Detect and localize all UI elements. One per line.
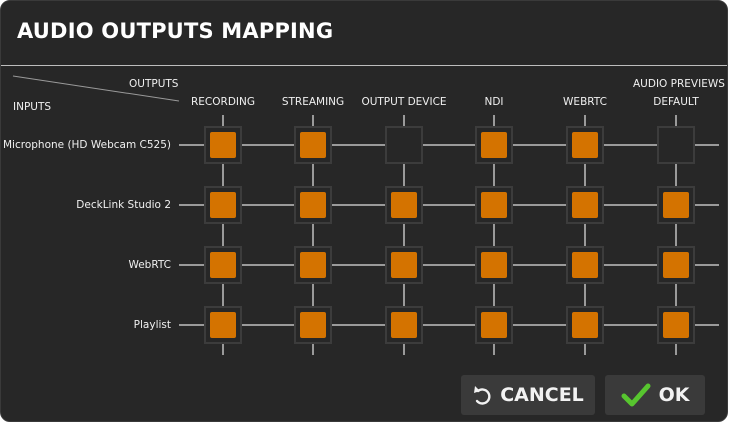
column-connector-line: [222, 115, 224, 355]
mapping-toggle-off[interactable]: [385, 126, 423, 164]
row-connector-line: [179, 324, 719, 326]
undo-arrow-icon: [472, 384, 492, 406]
column-connector-line: [403, 115, 405, 355]
mapping-toggle-on[interactable]: [204, 246, 242, 284]
row-connector-line: [179, 144, 719, 146]
column-connector-line: [493, 115, 495, 355]
column-header: STREAMING: [281, 96, 345, 108]
column-header: RECORDING: [191, 96, 255, 108]
row-label: DeckLink Studio 2: [76, 199, 171, 211]
inputs-corner-label: INPUTS: [13, 101, 52, 113]
mapping-toggle-on[interactable]: [294, 246, 332, 284]
column-header: WEBRTC: [563, 96, 607, 108]
cancel-button[interactable]: CANCEL: [461, 375, 595, 415]
mapping-toggle-on[interactable]: [204, 126, 242, 164]
column-connector-line: [675, 115, 677, 355]
audio-previews-label: AUDIO PREVIEWS: [633, 78, 725, 90]
mapping-toggle-on[interactable]: [294, 306, 332, 344]
mapping-toggle-on[interactable]: [294, 126, 332, 164]
column-header: OUTPUT DEVICE: [361, 96, 447, 108]
mapping-toggle-on[interactable]: [204, 306, 242, 344]
column-connector-line: [584, 115, 586, 355]
row-label: WebRTC: [128, 259, 171, 271]
mapping-toggle-on[interactable]: [385, 246, 423, 284]
dialog-title: AUDIO OUTPUTS MAPPING: [17, 19, 334, 43]
ok-button[interactable]: OK: [605, 375, 705, 415]
mapping-toggle-on[interactable]: [566, 186, 604, 224]
mapping-toggle-on[interactable]: [204, 186, 242, 224]
mapping-toggle-on[interactable]: [385, 186, 423, 224]
mapping-toggle-off[interactable]: [657, 126, 695, 164]
mapping-toggle-on[interactable]: [657, 306, 695, 344]
cancel-button-label: CANCEL: [500, 384, 584, 406]
column-connector-line: [312, 115, 314, 355]
mapping-toggle-on[interactable]: [566, 306, 604, 344]
mapping-toggle-on[interactable]: [475, 246, 513, 284]
column-header: NDI: [484, 96, 504, 108]
outputs-corner-label: OUTPUTS: [129, 78, 179, 90]
column-header: DEFAULT: [653, 96, 699, 108]
ok-button-label: OK: [658, 384, 690, 406]
row-connector-line: [179, 264, 719, 266]
mapping-toggle-on[interactable]: [566, 246, 604, 284]
mapping-toggle-on[interactable]: [385, 306, 423, 344]
check-icon: [621, 383, 651, 407]
mapping-toggle-on[interactable]: [657, 246, 695, 284]
title-divider: [1, 65, 727, 66]
mapping-toggle-on[interactable]: [475, 306, 513, 344]
mapping-toggle-on[interactable]: [475, 186, 513, 224]
mapping-toggle-on[interactable]: [566, 126, 604, 164]
mapping-toggle-on[interactable]: [657, 186, 695, 224]
mapping-toggle-on[interactable]: [294, 186, 332, 224]
row-label: Microphone (HD Webcam C525): [2, 139, 171, 151]
mapping-toggle-on[interactable]: [475, 126, 513, 164]
row-connector-line: [179, 204, 719, 206]
row-label: Playlist: [133, 319, 171, 331]
